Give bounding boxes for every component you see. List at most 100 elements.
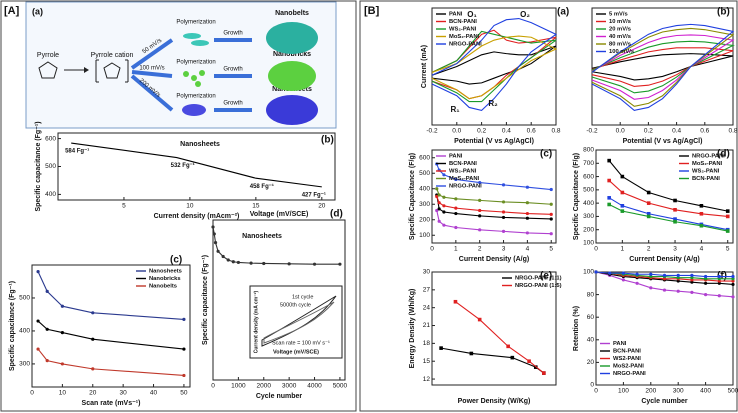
marker [262,261,266,266]
marker [699,223,704,228]
label: Pyrrole [37,52,59,59]
series-line [608,160,728,212]
step-label: Polymerization [176,60,215,66]
y-tick-label: 20 [587,359,595,366]
x-tick-label: -0.2 [586,128,598,135]
marker [478,198,482,202]
marker [646,214,651,219]
y-axis-label: Specific capacitance (Fg⁻¹) [35,121,42,211]
marker [506,344,510,349]
legend-label: MoS₂-PANI [692,161,723,167]
legend-label: Nanosheets [149,269,182,275]
y-tick-label: 100 [583,269,594,276]
marker [646,201,651,205]
marker [477,317,482,322]
legend-label: BCN-PANI [692,176,720,182]
marker [549,217,553,221]
x-tick-label: 0 [211,383,215,390]
y-tick-label: 40 [587,337,595,344]
marker [435,194,439,199]
marker [676,279,680,283]
marker [676,273,680,277]
x-tick-label: 50 [180,390,188,397]
y-tick-label: 700 [583,160,594,167]
x-axis-label: Potential (V vs Ag/AgCl) [454,138,534,145]
legend-label: BCN-PANI [613,349,641,355]
chart: 12 15 18 21 24 27 30 Power Density (W/Kg) Energy… [409,269,562,405]
marker [60,362,64,366]
marker [690,273,694,277]
value-label: 584 Fg⁻¹ [65,148,89,155]
marker [717,294,721,298]
series-line [591,40,735,94]
marker [182,347,186,351]
marker [649,274,653,279]
plot-frame [591,7,734,126]
inset-frame [249,285,343,359]
plot-frame [31,264,191,388]
marker [478,180,482,185]
panel-label: (d) [717,149,730,160]
y-tick-label: 21 [423,322,431,329]
marker [478,208,482,213]
x-tick-label: 300 [673,388,684,395]
y-tick-label: 400 [583,200,594,207]
marker [731,279,735,283]
y-tick-label: 600 [45,135,56,142]
marker [231,260,235,264]
product-label: Nanobelts [275,10,309,17]
marker [717,281,721,285]
marker [437,219,441,223]
x-axis-label: Cycle number [641,398,688,405]
marker [549,232,553,236]
marker [510,355,515,360]
marker [699,211,704,216]
marker [649,286,653,290]
panel-label: [B] [364,5,380,17]
marker [525,231,529,235]
x-tick-label: 0 [594,388,598,395]
y-axis-label: Current (mA) [421,45,428,88]
marker [621,271,626,275]
annotation: O₂ [520,10,530,19]
marker [454,211,458,216]
y-axis-label: Specific capacitance (Fg⁻¹) [9,281,16,371]
marker [549,202,553,206]
legend-label: 10 mV/s [609,19,631,25]
marker [731,274,735,279]
x-tick-label: 1 [454,246,458,253]
annotation: Nanosheets [180,141,220,148]
marker [36,319,40,323]
marker [437,207,441,211]
y-tick-label: 300 [19,361,30,368]
marker [717,274,721,279]
pyrrole-ring [103,62,121,79]
panel-label: (c) [540,149,552,160]
value-label: 427 Fg⁻¹ [302,191,326,198]
series-line [591,27,735,107]
y-tick-label: 500 [583,187,594,194]
y-tick-label: 100 [583,240,594,247]
panel-label: (b) [717,7,730,18]
x-axis-label: Current Density (A/g) [629,256,699,263]
legend-label: 100 mV/s [609,49,634,55]
marker [607,178,611,183]
marker [620,190,625,195]
marker [620,174,625,179]
marker [704,281,708,285]
marker [45,327,49,331]
nanobricks [268,61,316,91]
marker [731,295,735,299]
chart-title: Voltage (mV/SCE) [250,211,309,218]
marker [442,210,446,214]
chart: 0 1 2 3 4 5 100 200 300 400 500 600 700 800 Current De… [573,147,734,263]
marker [478,214,482,218]
marker [594,270,598,274]
panel-label: (e) [540,271,552,282]
marker [442,195,446,199]
x-axis-label: Cycle number [256,393,303,400]
marker [646,211,651,216]
marker [662,288,667,292]
marker [717,279,721,283]
marker [525,216,529,220]
